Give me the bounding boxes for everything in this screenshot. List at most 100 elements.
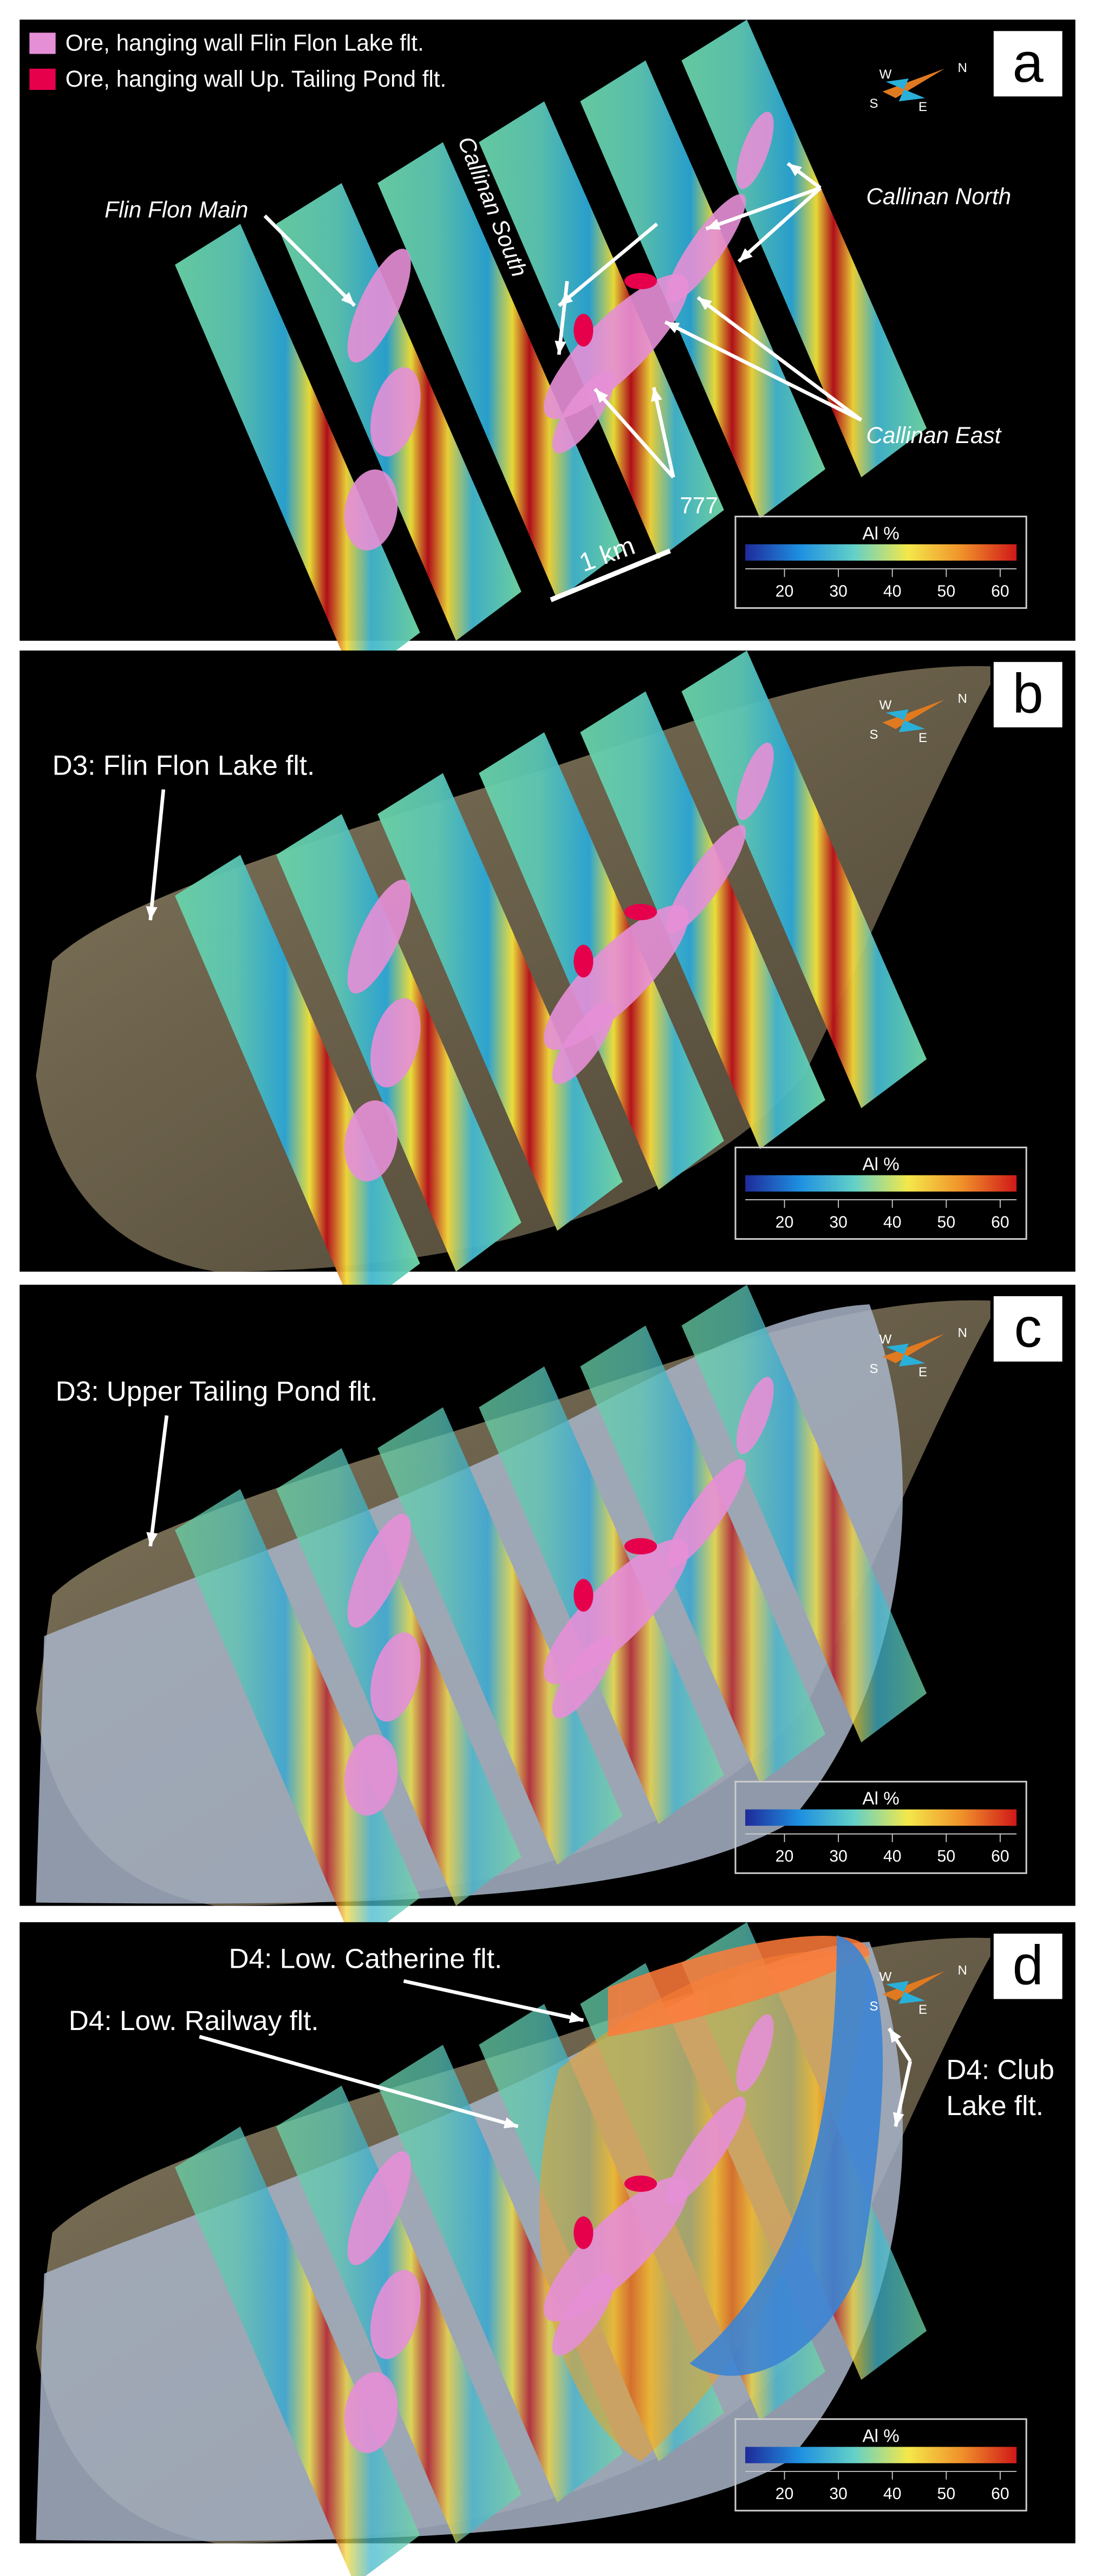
legend-swatch <box>29 68 56 90</box>
ore-body <box>736 1377 774 1454</box>
compass: N WS E <box>870 692 967 745</box>
colorbar-tick-label: 60 <box>991 1848 1009 1865</box>
annotation: Lake flt. <box>946 2090 1044 2121</box>
colorbar-tick-label: 30 <box>829 2485 848 2503</box>
arrow <box>696 296 863 422</box>
compass-letter: N <box>957 1326 967 1341</box>
section-plane <box>681 650 927 1109</box>
ore-body <box>347 249 411 363</box>
compass-letter: N <box>957 61 967 75</box>
compass-letter: S <box>870 96 878 111</box>
colorbar-frame <box>734 516 1027 609</box>
ore-body <box>736 743 774 820</box>
arrow-head <box>892 2112 904 2127</box>
arrow-head <box>739 248 753 262</box>
panel-label: d <box>1013 1934 1044 1996</box>
fault-surface <box>689 1935 883 2376</box>
panel: c N W S E Al % 20 30 40 50 60 D3: Upper Tailing Pon… <box>19 1284 1076 1947</box>
ore-body <box>666 1459 746 1568</box>
ore-body <box>370 998 421 1088</box>
annotation: D4: Low. Railway flt. <box>69 2005 319 2036</box>
colorbar-tick-label: 20 <box>775 1848 794 1865</box>
panel: a N WS E Al % 20 30 40 50 60 Flin Flon Main Callina… <box>19 19 1076 682</box>
section-plane <box>681 1284 927 1742</box>
colorbar-gradient <box>745 2447 1017 2463</box>
compass-rose <box>882 1333 945 1363</box>
colorbar-tick-label: 20 <box>775 2485 794 2503</box>
compass-letter: S <box>870 1362 878 1376</box>
legend-swatch <box>29 32 56 54</box>
ore-body <box>344 2372 398 2453</box>
section-plane <box>174 1489 420 1947</box>
compass-letter: W <box>879 1970 892 1985</box>
ore-body <box>666 825 746 934</box>
section-plane <box>377 773 623 1231</box>
arrow-head <box>146 906 158 921</box>
fault-surface <box>608 1935 870 2037</box>
ore-body <box>544 2176 689 2322</box>
colorbar: Al % 20 30 40 50 60 <box>734 516 1027 609</box>
ore-body <box>552 1001 615 1084</box>
panel-label: c <box>1014 1297 1042 1359</box>
ore-body <box>347 880 411 994</box>
section-plane <box>580 1325 826 1784</box>
colorbar: Al % 20 30 40 50 60 <box>734 1146 1027 1240</box>
arrow-head <box>787 163 802 177</box>
annotation: Callinan East <box>866 422 1002 448</box>
ore-body <box>624 1538 657 1554</box>
section-plane <box>174 224 420 682</box>
ore-body <box>573 1579 594 1612</box>
section-plane <box>174 2126 420 2576</box>
section-plane <box>580 60 826 518</box>
panel-label-box <box>990 1293 1066 1365</box>
colorbar-gradient <box>745 1809 1017 1826</box>
panel-label: a <box>1013 31 1044 94</box>
compass-rose <box>882 699 945 729</box>
ore-body <box>624 272 657 290</box>
ore-body <box>370 1632 421 1722</box>
colorbar-tick-label: 30 <box>829 1213 848 1231</box>
compass: N WS E <box>870 61 967 114</box>
annotation: Flin Flon Main <box>105 197 248 222</box>
ore-body <box>544 905 689 1050</box>
colorbar-tick-label: 40 <box>883 582 902 600</box>
compass-rose <box>885 1343 925 1367</box>
compass-letter: E <box>918 1365 927 1380</box>
arrow-head <box>341 292 355 306</box>
section-plane <box>377 142 623 600</box>
fault-surface <box>539 1950 870 2462</box>
colorbar-tick-label: 50 <box>937 582 956 600</box>
arrow <box>263 214 356 307</box>
ore-body <box>344 1734 398 1816</box>
ore-body <box>347 2151 411 2266</box>
colorbar-title: Al % <box>862 524 899 544</box>
colorbar-tick-label: 50 <box>937 1848 956 1865</box>
ore-body <box>552 2273 615 2356</box>
arrow <box>594 388 675 479</box>
arrow-head <box>889 2028 902 2043</box>
arrow-head <box>706 219 721 230</box>
colorbar-tick-label: 60 <box>991 2485 1009 2503</box>
arrow <box>664 320 862 422</box>
compass-letter: N <box>957 1963 967 1977</box>
compass-letter: W <box>879 1332 892 1347</box>
arrow <box>737 186 822 263</box>
colorbar-tick-label: 50 <box>937 1213 956 1231</box>
ore-body <box>573 2216 594 2249</box>
colorbar-title: Al % <box>862 1155 899 1175</box>
colorbar-tick-label: 20 <box>775 1213 794 1231</box>
compass: N WS E <box>870 1963 967 2016</box>
colorbar-tick-label: 50 <box>937 2485 956 2503</box>
annotation: D3: Flin Flon Lake flt. <box>53 750 315 780</box>
ore-body <box>544 1539 689 1684</box>
ore-body <box>344 1100 398 1182</box>
arrow-head <box>665 322 680 334</box>
ore-body <box>624 2175 657 2192</box>
annotation: 777 <box>680 493 718 518</box>
ore-body <box>666 2096 746 2206</box>
arrow <box>148 1415 169 1547</box>
compass-letter: N <box>957 692 967 706</box>
colorbar-tick-label: 40 <box>883 1213 902 1231</box>
arrow <box>705 186 822 231</box>
